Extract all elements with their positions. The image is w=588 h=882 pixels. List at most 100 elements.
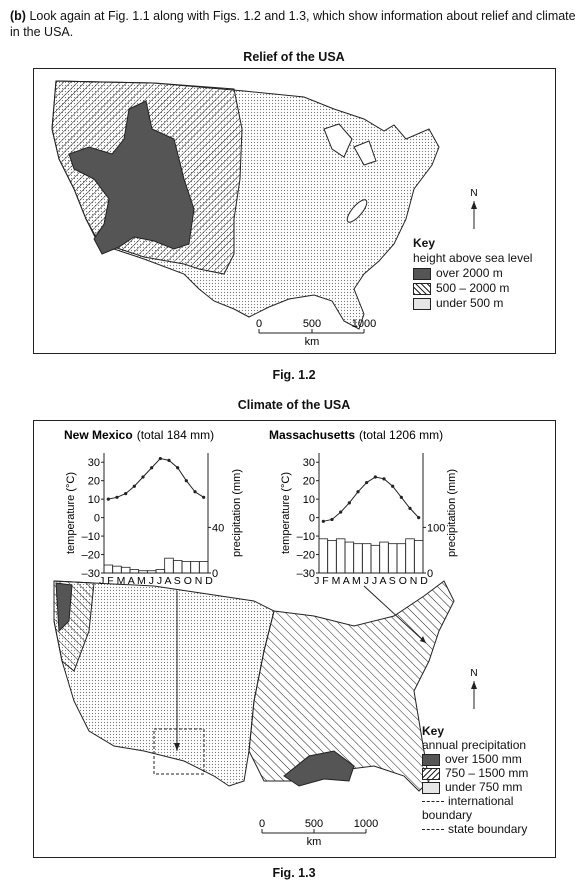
- question-body: Look again at Fig. 1.1 along with Figs. …: [10, 9, 576, 39]
- relief-key-high: over 2000 m: [413, 266, 532, 281]
- climate-dry-region: [53, 580, 275, 787]
- precip-bar: [129, 569, 140, 574]
- climate-north-label: N: [470, 668, 477, 679]
- question-label: (b): [10, 9, 26, 23]
- relief-lake: [346, 199, 368, 223]
- relief-key-swatch-mid: [413, 282, 431, 295]
- precip-bar: [353, 543, 363, 574]
- climate-key-title: Key: [422, 724, 445, 738]
- relief-key-title: Key: [413, 236, 436, 250]
- precip-axis-label: precipitation (mm): [231, 469, 243, 557]
- climate-key-dry: under 750 mm: [422, 780, 552, 794]
- relief-map-frame: N 0 500 1000 km: [33, 68, 556, 354]
- relief-key-swatch-high: [413, 267, 431, 280]
- relief-key: Key height above sea level over 2000 m 5…: [413, 236, 532, 311]
- climate-key-subtitle: annual precipitation: [422, 738, 527, 752]
- climate-title: Climate of the USA: [237, 398, 351, 412]
- temp-point: [124, 492, 128, 496]
- relief-scale-0: 0: [256, 318, 262, 330]
- temp-point: [365, 480, 369, 485]
- precip-axis-label: precipitation (mm): [446, 469, 458, 557]
- temp-point: [132, 484, 136, 488]
- temp-tick-label: –30: [297, 568, 315, 580]
- relief-north-label: N: [470, 188, 477, 199]
- temp-tick-label: –30: [82, 568, 100, 580]
- precip-bar: [103, 564, 114, 574]
- temp-point: [184, 479, 188, 483]
- precip-bar: [413, 540, 424, 574]
- relief-key-mid: 500 – 2000 m: [413, 281, 532, 296]
- temp-point: [321, 519, 325, 523]
- relief-map: N 0 500 1000 km: [51, 80, 478, 348]
- climate-key-mid: 750 – 1500 mm: [422, 766, 552, 780]
- nm-chart-title: New Mexico (total 184 mm): [64, 428, 214, 442]
- temp-tick-label: 10: [303, 494, 315, 506]
- ma-arrow: [363, 585, 427, 644]
- climate-wet-region-nw: [55, 582, 73, 633]
- climate-mid-region-east: [248, 580, 455, 792]
- temp-point: [408, 506, 412, 510]
- relief-north-arrowhead-icon: [471, 201, 477, 209]
- temp-axis-label: temperature (°C): [280, 472, 292, 554]
- temp-tick-label: 10: [88, 494, 100, 506]
- precip-bar: [172, 560, 183, 574]
- climate-scale-0: 0: [259, 818, 265, 830]
- climate-key-state: state boundary: [422, 822, 552, 836]
- precip-bar: [198, 561, 209, 574]
- relief-scale-1000: 1000: [352, 318, 376, 330]
- precip-bar: [120, 566, 131, 574]
- precip-bar: [370, 544, 381, 574]
- climate-key-swatch-wet: [422, 753, 440, 766]
- temp-point: [339, 510, 343, 514]
- nm-arrowhead-icon: [174, 743, 180, 751]
- precip-bar: [164, 557, 174, 574]
- temp-point: [150, 466, 154, 470]
- temp-tick-label: 20: [303, 476, 315, 488]
- relief-key-subtitle: height above sea level: [413, 251, 533, 265]
- precip-bar: [190, 561, 200, 574]
- climate-map: New Mexico (total 184 mm) Massachusetts (t…: [53, 428, 478, 848]
- temp-point: [106, 497, 110, 501]
- precip-bar: [138, 570, 148, 574]
- temp-point: [176, 466, 180, 470]
- climate-north-arrowhead-icon: [471, 681, 477, 689]
- climate-scale-1000: 1000: [354, 818, 378, 830]
- question-text: (b) Look again at Fig. 1.1 along with Fi…: [10, 8, 580, 40]
- temp-line: [323, 476, 420, 522]
- relief-scale-500: 500: [303, 318, 321, 330]
- relief-key-swatch-low: [413, 297, 431, 310]
- precip-bar: [396, 543, 407, 574]
- precip-bar: [112, 565, 122, 574]
- temp-point: [391, 484, 395, 488]
- precip-tick-label: 0: [212, 568, 218, 580]
- temp-tick-label: 0: [309, 513, 315, 525]
- climate-key-swatch-dry: [422, 781, 440, 794]
- temp-point: [373, 475, 377, 479]
- temp-tick-label: 20: [88, 476, 100, 488]
- temp-tick-label: –20: [82, 550, 100, 562]
- fig-1-2-caption: Fig. 1.2: [272, 368, 316, 382]
- precip-bar: [318, 538, 329, 574]
- climate-key-wet: over 1500 mm: [422, 752, 552, 766]
- temp-axis-label: temperature (°C): [65, 472, 77, 554]
- temp-point: [115, 495, 119, 499]
- precip-bar: [155, 569, 166, 574]
- temp-point: [382, 477, 386, 481]
- temp-point: [347, 501, 351, 505]
- fig-1-3-caption: Fig. 1.3: [272, 866, 316, 880]
- relief-title: Relief of the USA: [243, 50, 345, 64]
- precip-bar: [335, 538, 346, 574]
- precip-bar: [379, 541, 389, 574]
- precip-bar: [327, 540, 337, 574]
- temp-point: [158, 456, 162, 461]
- relief-scale-unit: km: [305, 336, 320, 348]
- temp-tick-label: –10: [297, 531, 315, 543]
- climate-scale-500: 500: [305, 818, 323, 830]
- climate-wet-region-gulf: [283, 750, 355, 787]
- relief-high-region: [68, 100, 195, 255]
- relief-great-lakes: [323, 123, 377, 166]
- month-labels: J F M A M J J A S O N D: [99, 575, 213, 587]
- precip-bar: [387, 543, 398, 574]
- precip-bar: [146, 570, 157, 574]
